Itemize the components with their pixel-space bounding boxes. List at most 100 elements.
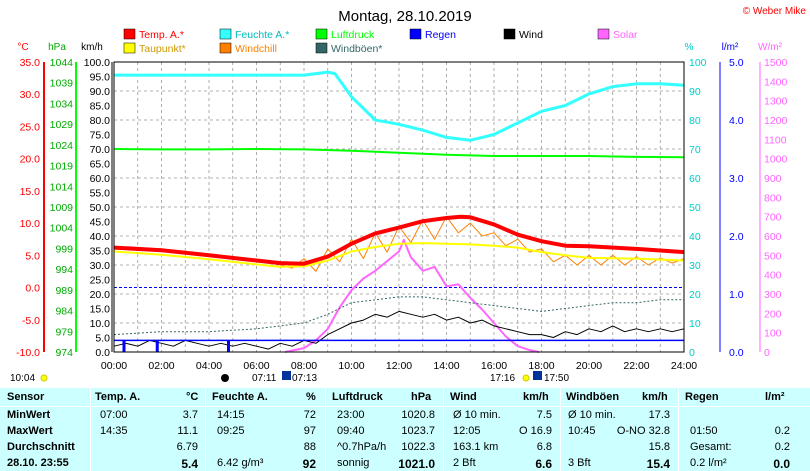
tick-label-wind: 60.0 xyxy=(90,173,111,185)
tick-label-press: 1014 xyxy=(50,181,74,193)
sunset-icon xyxy=(533,371,542,380)
hdr-press-unit: hPa xyxy=(411,391,432,403)
tick-label-x: 18:00 xyxy=(528,360,554,372)
hdr-wind-unit: km/h xyxy=(523,391,549,403)
tick-label-wind: 25.0 xyxy=(90,275,111,287)
tick-label-x: 16:00 xyxy=(481,360,507,372)
series-tempa xyxy=(113,214,685,266)
hdr-gust-unit: km/h xyxy=(642,391,668,403)
event-sunset-a: 17:16 xyxy=(490,373,515,384)
tick-label-x: 24:00 xyxy=(671,360,697,372)
credit-text: © Weber Mike xyxy=(743,6,807,17)
series-windben xyxy=(113,296,684,336)
cell-wind-val: 7.5 xyxy=(536,409,552,421)
tick-label-hum: 40 xyxy=(689,231,701,243)
series-wind xyxy=(113,310,685,350)
cell-label: MinWert xyxy=(7,409,51,421)
tick-label-solar: 0 xyxy=(764,347,770,359)
cell-temp-time: 07:00 xyxy=(100,409,128,421)
tick-label-press: 1029 xyxy=(50,119,74,131)
legend-label: Regen xyxy=(425,29,456,41)
tick-label-wind: 70.0 xyxy=(90,144,111,156)
unit-hum: % xyxy=(685,42,694,53)
tick-label-wind: 5.0 xyxy=(95,333,110,345)
legend-label: Luftdruck xyxy=(331,29,375,41)
cell-gust-val: O-NO 32.8 xyxy=(616,425,670,437)
series-feuchtea xyxy=(114,70,685,142)
cell-rain-time: 0.2 l/m² xyxy=(690,457,727,469)
hdr-hum-unit: % xyxy=(306,391,316,403)
legend-label: Windböen* xyxy=(331,43,382,55)
tick-label-rain: 0.0 xyxy=(729,347,744,359)
tick-label-wind: 85.0 xyxy=(90,101,111,113)
tick-label-rain: 2.0 xyxy=(729,231,744,243)
tick-label-solar: 900 xyxy=(764,173,782,185)
cell-gust-val: 15.8 xyxy=(648,441,670,453)
tick-label-hum: 80 xyxy=(689,115,701,127)
tick-label-rain: 5.0 xyxy=(729,57,744,69)
tick-label-x: 10:00 xyxy=(338,360,364,372)
cell-wind-val: 6.6 xyxy=(535,457,552,471)
cell-wind-time: 163.1 km xyxy=(453,441,499,453)
tick-label-rain: 1.0 xyxy=(729,289,744,301)
tick-label-solar: 400 xyxy=(764,270,782,282)
tick-label-wind: 45.0 xyxy=(90,217,111,229)
hdr-temp: Temp. A. xyxy=(95,391,141,403)
tick-label-press: 999 xyxy=(55,243,73,255)
tick-label-temp: 10.0 xyxy=(20,218,41,230)
cell-press-time: 09:40 xyxy=(337,425,365,437)
cell-wind-time: 12:05 xyxy=(453,425,481,437)
tick-label-temp: 25.0 xyxy=(20,121,41,133)
legend-swatch xyxy=(315,28,328,40)
tick-label-solar: 1200 xyxy=(764,115,788,127)
unit-solar: W/m² xyxy=(758,42,783,53)
unit-wind: km/h xyxy=(81,42,103,53)
tick-label-solar: 100 xyxy=(764,328,782,340)
series xyxy=(113,70,685,353)
hdr-rain-unit: l/m² xyxy=(765,391,785,403)
cell-label: 28.10. 23:55 xyxy=(7,457,69,469)
plot-frame xyxy=(113,61,685,353)
hdr-press: Luftdruck xyxy=(332,391,383,403)
tick-label-temp: 35.0 xyxy=(20,57,41,69)
tick-label-hum: 20 xyxy=(689,289,701,301)
cell-press-time: sonnig xyxy=(337,457,370,469)
tick-label-wind: 55.0 xyxy=(90,188,111,200)
legend-swatch xyxy=(503,28,516,40)
cell-wind-time: Ø 10 min. xyxy=(453,409,501,421)
tick-label-rain: 3.0 xyxy=(729,173,744,185)
tick-label-x: 04:00 xyxy=(196,360,222,372)
cell-temp-val: 5.4 xyxy=(181,457,198,471)
tick-label-x: 20:00 xyxy=(576,360,602,372)
legend-label: Feuchte A.* xyxy=(235,29,289,41)
tick-label-hum: 90 xyxy=(689,86,701,98)
series-taupunkt xyxy=(113,242,685,268)
cell-hum-val: 88 xyxy=(303,441,316,453)
tick-label-wind: 65.0 xyxy=(90,159,111,171)
event-sunrise-a: 07:11 xyxy=(252,373,277,384)
tick-label-solar: 200 xyxy=(764,308,782,320)
hdr-rain: Regen xyxy=(685,391,719,403)
tick-label-wind: 10.0 xyxy=(90,318,111,330)
tick-label-solar: 700 xyxy=(764,212,782,224)
tick-label-press: 989 xyxy=(55,285,73,297)
tick-label-press: 974 xyxy=(55,347,73,359)
hdr-sensor: Sensor xyxy=(7,391,45,403)
cell-rain-time: Gesamt: xyxy=(690,441,732,453)
unit-press: hPa xyxy=(48,42,66,53)
tick-label-solar: 1300 xyxy=(764,96,788,108)
cell-temp-val: 3.7 xyxy=(182,409,198,421)
legend: Temp. A.* Feuchte A.* Luftdruck Regen Wind So… xyxy=(123,28,638,55)
tick-label-hum: 70 xyxy=(689,144,701,156)
cell-gust-val: 17.3 xyxy=(648,409,670,421)
tick-label-x: 12:00 xyxy=(386,360,412,372)
tick-label-press: 1034 xyxy=(50,98,74,110)
tick-label-press: 979 xyxy=(55,326,73,338)
legend-label: Windchill xyxy=(235,43,277,55)
tick-label-hum: 10 xyxy=(689,318,701,330)
legend-swatch xyxy=(315,42,328,54)
tick-label-temp: 30.0 xyxy=(20,89,41,101)
grid xyxy=(114,62,684,352)
tick-label-wind: 30.0 xyxy=(90,260,111,272)
legend-swatch xyxy=(597,28,610,40)
